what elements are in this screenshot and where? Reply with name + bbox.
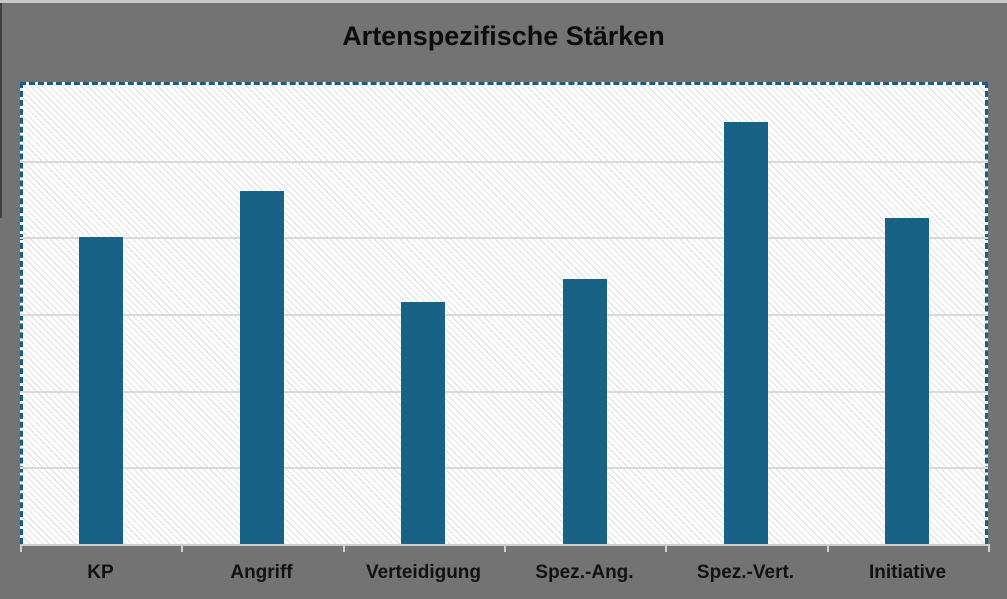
- x-axis-tick: [181, 544, 183, 552]
- chart-title[interactable]: Artenspezifische Stärken: [342, 21, 665, 51]
- bar-Angriff[interactable]: [240, 191, 284, 544]
- bar-Verteidigung[interactable]: [401, 302, 445, 544]
- bar-KP[interactable]: [79, 237, 123, 544]
- window-edge-top: [0, 0, 1007, 3]
- x-axis-tick: [20, 544, 22, 552]
- x-axis-label-Spez.-Vert.[interactable]: Spez.-Vert.: [696, 562, 795, 583]
- x-axis-label-Angriff[interactable]: Angriff: [230, 562, 293, 583]
- bar-Spez.-Ang.[interactable]: [563, 279, 607, 544]
- plot-area[interactable]: [20, 82, 988, 544]
- x-axis-label-Verteidigung[interactable]: Verteidigung: [365, 562, 482, 583]
- x-axis-tick: [665, 544, 667, 552]
- x-axis-tick: [504, 544, 506, 552]
- gridline: [20, 237, 988, 239]
- x-axis-tick: [988, 544, 990, 552]
- x-axis-tick: [827, 544, 829, 552]
- gridline: [20, 391, 988, 393]
- bar-Spez.-Vert.[interactable]: [724, 122, 768, 544]
- gridline: [20, 161, 988, 163]
- gridline: [20, 314, 988, 316]
- window-edge-left: [0, 3, 2, 218]
- x-axis-label-KP[interactable]: KP: [87, 562, 114, 583]
- x-axis-label-Spez.-Ang.[interactable]: Spez.-Ang.: [535, 562, 634, 583]
- x-axis-label-Initiative[interactable]: Initiative: [868, 562, 947, 583]
- gridline: [20, 467, 988, 469]
- bar-Initiative[interactable]: [885, 218, 929, 544]
- x-axis-tick: [343, 544, 345, 552]
